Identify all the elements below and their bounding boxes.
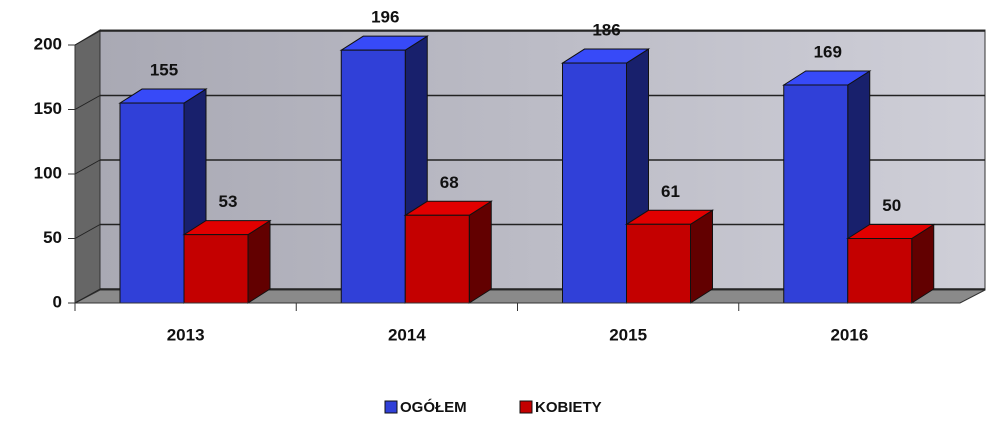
bar — [783, 84, 849, 304]
grid-line-side — [74, 159, 101, 175]
value-label: 50 — [882, 196, 901, 215]
value-label: 186 — [592, 21, 620, 40]
x-tick-label: 2013 — [167, 325, 205, 344]
value-label: 169 — [814, 42, 842, 61]
bar-side — [468, 200, 492, 304]
bar — [119, 102, 185, 304]
bar-side — [690, 209, 713, 304]
y-tick-label: 200 — [34, 34, 62, 53]
legend-swatch — [384, 400, 398, 414]
bar — [626, 223, 691, 304]
y-tick-label: 50 — [43, 228, 62, 247]
value-label: 53 — [219, 192, 238, 211]
value-label: 155 — [150, 61, 178, 80]
bar — [340, 49, 406, 304]
legend-label: OGÓŁEM — [400, 398, 467, 416]
value-label: 68 — [440, 173, 459, 192]
grid-line-side — [74, 288, 101, 304]
grid-line-side — [74, 30, 101, 46]
value-label: 61 — [661, 182, 680, 201]
x-tick-label: 2015 — [609, 325, 647, 344]
y-tick-label: 150 — [34, 99, 62, 118]
bar — [847, 238, 913, 304]
y-tick-label: 100 — [34, 163, 62, 182]
legend-label: KOBIETY — [535, 399, 602, 416]
value-label: 196 — [371, 8, 399, 27]
bar — [562, 62, 627, 304]
x-tick-label: 2016 — [830, 325, 868, 344]
y-tick-label: 0 — [53, 292, 62, 311]
grid-line-side — [74, 95, 101, 110]
bar — [183, 234, 249, 304]
bar — [404, 214, 470, 304]
x-tick-label: 2014 — [388, 325, 426, 344]
grid-line-side — [74, 224, 101, 239]
legend-swatch — [519, 400, 533, 414]
